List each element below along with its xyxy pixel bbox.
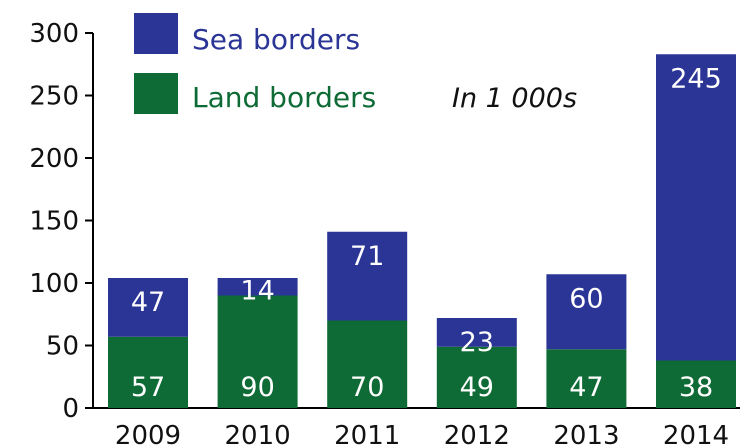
legend-swatch-sea-borders — [134, 13, 178, 54]
bars: 57 47 90 14 70 71 49 23 47 60 38 245 — [108, 54, 736, 408]
sea-borders-bar-segment-2010 — [217, 278, 298, 296]
x-tick-label-2010: 2010 — [225, 421, 291, 448]
y-tick-label: 100 — [29, 269, 79, 299]
sea-borders-value-label-2013: 60 — [569, 283, 603, 314]
sea-borders-bar-segment-2009 — [108, 278, 188, 337]
x-tick-label-2009: 2009 — [115, 421, 181, 448]
x-tick-label-2014: 2014 — [663, 421, 729, 448]
y-tick-label: 250 — [29, 82, 79, 112]
x-tick-label-2011: 2011 — [334, 421, 400, 448]
land-borders-value-label-2014: 38 — [679, 372, 713, 403]
x-axis: 2009 2010 2011 2012 2013 2014 — [93, 407, 740, 448]
sea-borders-value-label-2011: 71 — [350, 241, 384, 272]
land-borders-bar-segment-2010 — [217, 295, 298, 408]
y-axis: 0 50 100 150 200 250 300 — [29, 19, 94, 424]
y-tick-label: 150 — [29, 207, 79, 237]
sea-borders-bar-segment-2011 — [327, 231, 408, 321]
land-borders-value-label-2012: 49 — [460, 372, 494, 403]
x-tick-label-2012: 2012 — [444, 421, 510, 448]
sea-borders-value-label-2009: 47 — [131, 287, 165, 318]
land-borders-value-label-2010: 90 — [240, 372, 274, 403]
legend-label-land-borders: Land borders — [192, 81, 376, 114]
x-tick-label-2013: 2013 — [553, 421, 619, 448]
sea-borders-bar-segment-2014 — [656, 54, 736, 361]
sea-borders-value-label-2010: 14 — [240, 276, 274, 307]
legend-swatch-land-borders — [134, 73, 178, 114]
land-borders-bar-segment-2014 — [656, 360, 736, 408]
y-tick-label: 0 — [62, 394, 79, 424]
land-borders-bar-segment-2011 — [327, 320, 408, 408]
land-borders-value-label-2013: 47 — [569, 372, 603, 403]
sea-borders-bar-segment-2012 — [436, 318, 517, 347]
land-borders-value-label-2011: 70 — [350, 372, 384, 403]
sea-borders-bar-segment-2013 — [546, 274, 627, 350]
y-tick-label: 200 — [29, 144, 79, 174]
land-borders-bar-segment-2012 — [436, 346, 517, 408]
sea-borders-value-label-2012: 23 — [460, 327, 494, 358]
y-tick-label: 50 — [46, 332, 79, 362]
land-borders-bar-segment-2009 — [108, 336, 188, 408]
unit-note: In 1 000s — [452, 83, 577, 114]
land-borders-value-label-2009: 57 — [131, 372, 165, 403]
legend-label-sea-borders: Sea borders — [192, 23, 360, 56]
land-borders-bar-segment-2013 — [546, 349, 627, 408]
legend: Sea borders Land borders — [134, 13, 376, 114]
sea-borders-value-label-2014: 245 — [670, 63, 722, 94]
y-tick-label: 300 — [29, 19, 79, 49]
